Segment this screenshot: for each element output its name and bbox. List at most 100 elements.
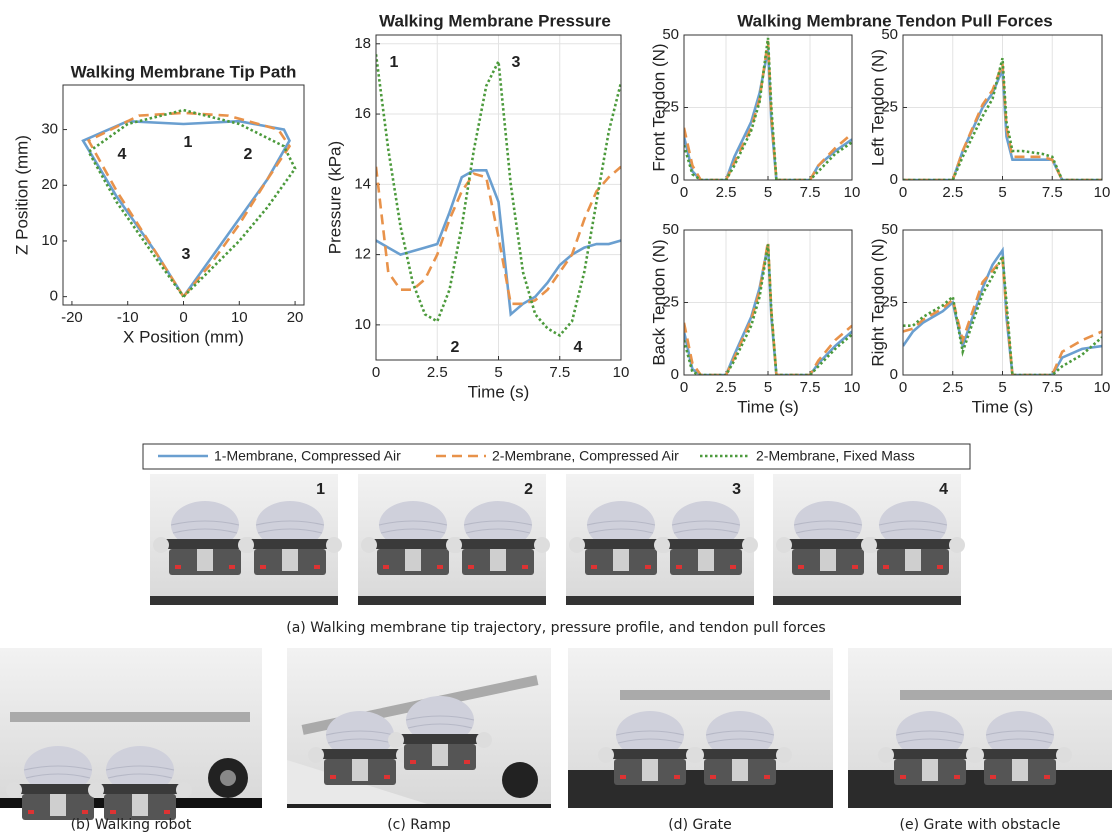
x-axis-label: Time (s) [737,397,799,416]
chart: 0 2.5 5 7.5 10 0 25 50 Time (s) Back Tendon (N) [649,221,860,417]
photo [287,648,551,808]
annotation: 2 [244,146,253,163]
x-tick-label: 0 [899,379,907,396]
caption: (e) Grate with obstacle [900,817,1061,833]
y-tick-label: 0 [890,171,898,188]
x-tick-label: 2.5 [716,184,737,201]
x-tick-label: 2.5 [716,379,737,396]
y-tick-label: 16 [354,105,371,122]
series-line [684,40,852,180]
chart-title: Walking Membrane Pressure [379,11,611,30]
annotation: 1 [390,54,399,71]
photo-rail [566,596,754,605]
series-line [903,57,1102,180]
plot-frame [683,34,853,181]
y-tick-label: 50 [662,221,679,238]
caption: (c) Ramp [387,817,451,833]
y-tick-label: 18 [354,35,371,52]
y-axis-label: Right Tendon (N) [868,238,887,366]
x-axis-label: X Position (mm) [123,327,244,346]
photo [0,648,262,821]
x-tick-label: 10 [844,184,861,201]
y-tick-label: 10 [41,232,58,249]
series-line [903,63,1102,180]
x-tick-label: 10 [1094,379,1111,396]
x-tick-label: 5 [998,379,1006,396]
y-axis-label: Front Tendon (N) [649,43,668,171]
caption: (a) Walking membrane tip trajectory, pre… [286,620,825,636]
plot-frame [683,229,853,376]
plot-frame [902,229,1103,376]
x-tick-label: 5 [998,184,1006,201]
x-tick-label: 7.5 [549,364,570,381]
y-tick-label: 30 [41,121,58,138]
chart: -20 -10 0 10 20 0 10 20 30 Walking Membrane Tip P… [12,62,305,346]
annotation: 4 [574,339,583,356]
x-tick-label: 10 [613,364,630,381]
plot-frame [375,34,622,361]
y-tick-label: 0 [890,366,898,383]
y-tick-label: 10 [354,316,371,333]
x-tick-label: 0 [179,309,187,326]
plot-frame [62,84,305,306]
x-tick-label: 7.5 [1042,184,1063,201]
x-tick-label: 20 [287,309,304,326]
annotation: 2 [451,339,460,356]
annotation: 1 [184,134,193,151]
x-tick-label: -10 [117,309,139,326]
x-tick-label: 10 [1094,184,1111,201]
photo [848,648,1112,808]
plot-area [63,85,304,305]
series-line [684,37,852,180]
y-tick-label: 0 [671,171,679,188]
x-axis-label: Time (s) [468,382,530,401]
series-line [376,168,621,317]
chart: 0 2.5 5 7.5 10 0 25 50 Left Tendon (N) [868,26,1110,201]
caption: (b) Walking robot [71,817,192,833]
annotation: 3 [182,246,191,263]
y-tick-label: 20 [41,176,58,193]
y-tick-label: 12 [354,246,371,263]
x-tick-label: 7.5 [800,184,821,201]
series-line [684,244,852,375]
chart-title: Walking Membrane Tip Path [71,62,297,81]
annotation: 3 [512,54,521,71]
x-tick-label: 10 [231,309,248,326]
y-tick-label: 50 [881,221,898,238]
x-tick-label: 0 [899,184,907,201]
series-line [86,111,292,298]
x-tick-label: 2.5 [942,379,963,396]
x-tick-label: -20 [61,309,83,326]
series-line [376,165,621,306]
x-tick-label: 0 [680,184,688,201]
photo [568,648,833,808]
photo-rail [150,596,338,605]
chart-title: Walking Membrane Tendon Pull Forces [737,11,1053,30]
y-tick-label: 0 [50,288,58,305]
legend-label: 2-Membrane, Fixed Mass [756,448,915,464]
y-tick-label: 25 [662,293,679,310]
photo-label: 2 [524,481,533,498]
photo-label: 1 [316,481,325,498]
photo-rail [358,596,546,605]
x-tick-label: 7.5 [800,379,821,396]
x-tick-label: 2.5 [427,364,448,381]
x-tick-label: 7.5 [1042,379,1063,396]
series-line [81,119,291,298]
photo-strip: 1 2 3 4 [150,474,966,605]
x-tick-label: 2.5 [942,184,963,201]
chart: 0 2.5 5 7.5 10 0 25 50 Time (s) Right Tendon (N) [868,221,1110,417]
x-tick-label: 10 [844,379,861,396]
annotation: 4 [118,146,127,163]
photo-label: 3 [732,481,741,498]
y-tick-label: 25 [881,293,898,310]
x-tick-label: 0 [372,364,380,381]
x-tick-label: 5 [764,379,772,396]
y-tick-label: 25 [881,98,898,115]
y-axis-label: Z Position (mm) [12,135,31,255]
x-tick-label: 5 [494,364,502,381]
plot-frame [902,34,1103,181]
